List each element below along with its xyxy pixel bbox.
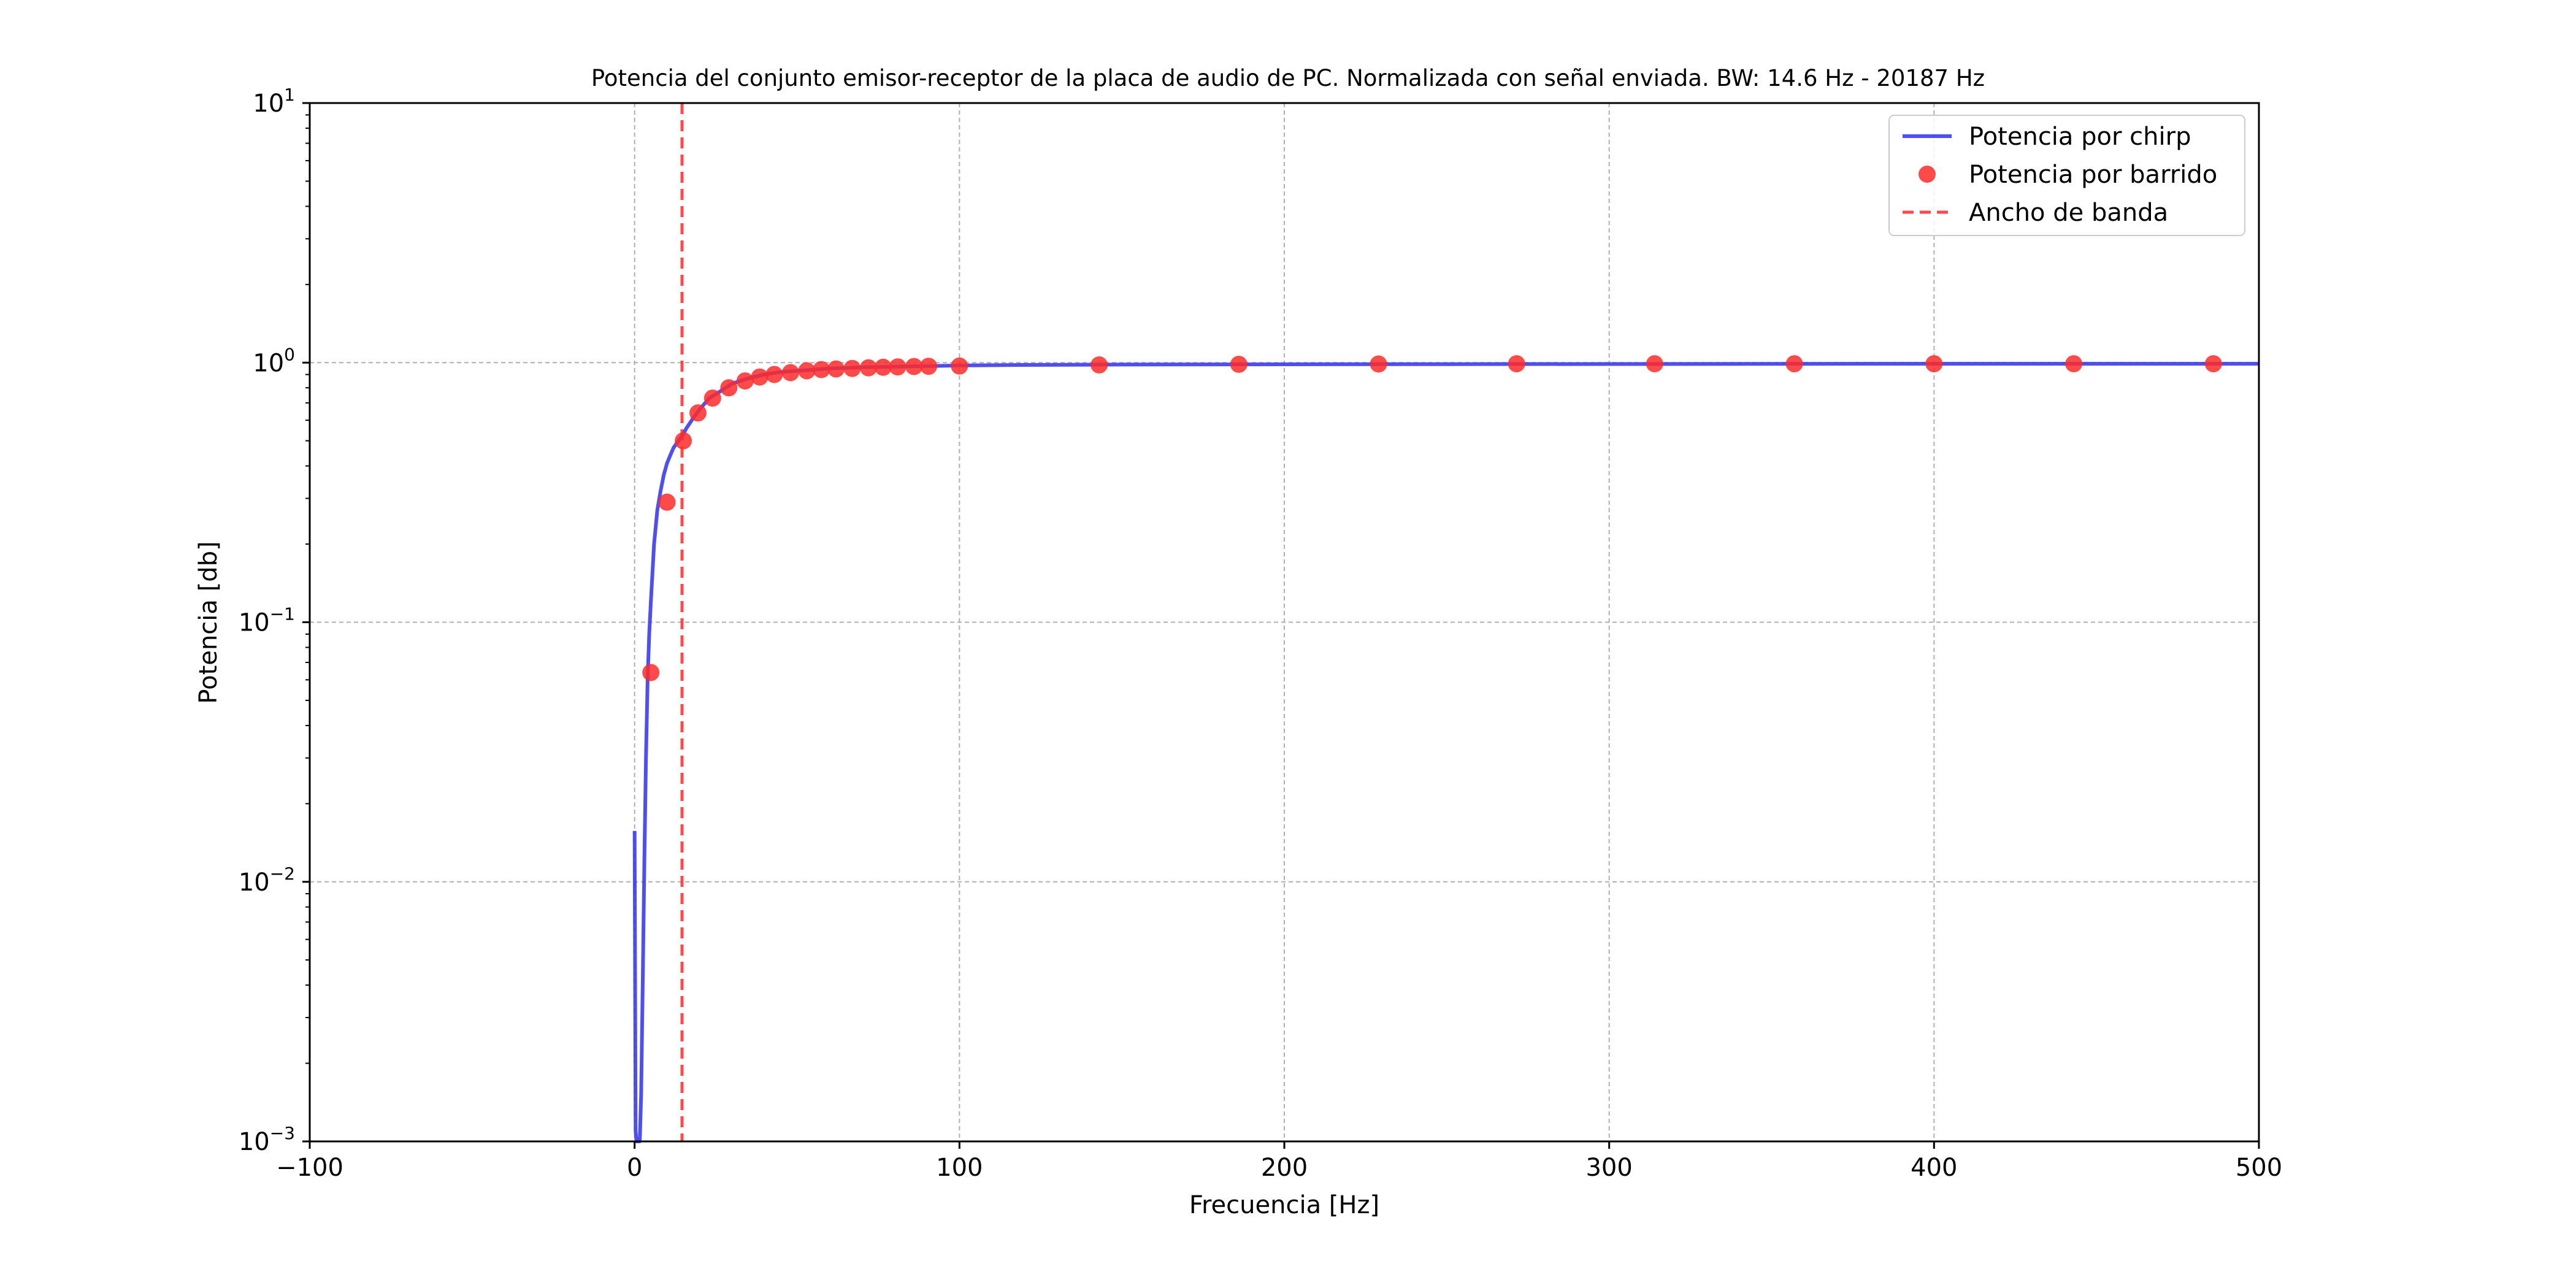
x-tick-label: −100 — [276, 1154, 343, 1182]
sweep-point — [1785, 355, 1803, 373]
sweep-point — [1508, 355, 1525, 373]
x-tick-label: 200 — [1261, 1154, 1308, 1182]
legend-sweep-label: Potencia por barrido — [1969, 161, 2217, 189]
legend-box — [1888, 115, 2245, 236]
sweep-point — [689, 404, 707, 422]
sweep-point — [1370, 355, 1387, 373]
sweep-point — [1646, 355, 1663, 373]
y-axis-ticks: 10−3 10−2 10−1 100 101 — [239, 85, 310, 1156]
plot-area — [632, 103, 2259, 1143]
sweep-point — [658, 493, 676, 511]
sweep-point — [2204, 355, 2222, 373]
sweep-point — [703, 389, 721, 407]
x-tick-label: 300 — [1585, 1154, 1632, 1182]
sweep-point — [905, 358, 923, 375]
sweep-point — [675, 432, 692, 450]
sweep-point — [860, 359, 877, 377]
sweep-point — [889, 358, 907, 376]
legend-sweep-swatch — [1919, 166, 1936, 183]
sweep-point — [827, 360, 845, 378]
x-tick-label: 100 — [936, 1154, 983, 1182]
x-tick-label: 400 — [1911, 1154, 1957, 1182]
sweep-point — [874, 358, 892, 376]
sweep-point — [1230, 356, 1248, 373]
sweep-point — [843, 359, 861, 377]
series-chirp-line — [632, 362, 2259, 1143]
grid-lines — [310, 103, 2259, 1141]
sweep-point — [751, 368, 769, 386]
y-tick-label: 100 — [253, 344, 295, 377]
chart-title: Potencia del conjunto emisor-receptor de… — [591, 65, 1985, 91]
sweep-point — [951, 357, 968, 375]
sweep-point — [736, 372, 754, 390]
x-axis-label: Frecuencia [Hz] — [1189, 1191, 1379, 1219]
y-tick-label: 10−1 — [239, 604, 295, 637]
legend-bandwidth-label: Ancho de banda — [1969, 199, 2168, 227]
y-tick-label: 10−3 — [239, 1123, 295, 1156]
legend-chirp-label: Potencia por chirp — [1969, 123, 2191, 151]
sweep-point — [1925, 355, 1943, 373]
legend: Potencia por chirp Potencia por barrido … — [1888, 115, 2245, 236]
sweep-point — [720, 379, 738, 397]
x-tick-label: 500 — [2236, 1154, 2282, 1182]
sweep-point — [1091, 356, 1108, 374]
sweep-point — [642, 664, 660, 681]
sweep-point — [798, 362, 816, 380]
x-tick-label: 0 — [627, 1154, 642, 1182]
sweep-point — [2065, 355, 2083, 373]
y-axis-label: Potencia [db] — [194, 541, 223, 703]
x-axis-ticks: −100 0 100 200 300 400 500 — [276, 1141, 2282, 1182]
sweep-point — [813, 361, 830, 378]
sweep-point — [920, 358, 937, 375]
sweep-point — [765, 366, 783, 383]
y-tick-label: 101 — [253, 85, 295, 118]
y-tick-label: 10−2 — [239, 864, 295, 897]
sweep-point — [781, 364, 799, 381]
